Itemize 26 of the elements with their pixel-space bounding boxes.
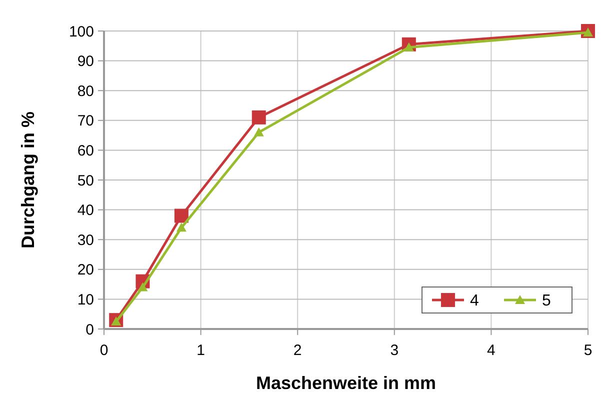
x-axis-title: Maschenweite in mm <box>256 373 436 393</box>
y-tick-label: 40 <box>77 202 94 220</box>
y-tick-label: 10 <box>77 291 94 308</box>
x-tick-label: 3 <box>390 342 399 359</box>
point <box>254 127 264 136</box>
x-tick-label: 0 <box>100 342 108 359</box>
point <box>174 208 188 223</box>
legend-label: 4 <box>470 292 479 310</box>
y-tick-label: 0 <box>86 321 94 338</box>
y-tick-label: 30 <box>77 232 94 249</box>
x-tick-label: 5 <box>584 342 592 359</box>
y-tick-label: 20 <box>77 262 94 279</box>
y-tick-label: 50 <box>77 172 94 190</box>
point <box>176 222 186 232</box>
y-axis-title: Durchgang in % <box>18 111 38 249</box>
y-tick-label: 100 <box>68 23 94 40</box>
point <box>138 282 148 292</box>
x-tick-label: 1 <box>196 342 205 359</box>
y-tick-label: 70 <box>77 112 94 130</box>
y-tick-label: 60 <box>77 142 94 160</box>
x-tick-label: 2 <box>293 342 302 359</box>
legend-label: 5 <box>542 292 551 310</box>
point <box>252 110 266 124</box>
y-tick-label: 90 <box>77 53 94 70</box>
y-tick-label: 80 <box>77 82 94 100</box>
x-tick-label: 4 <box>487 342 496 359</box>
